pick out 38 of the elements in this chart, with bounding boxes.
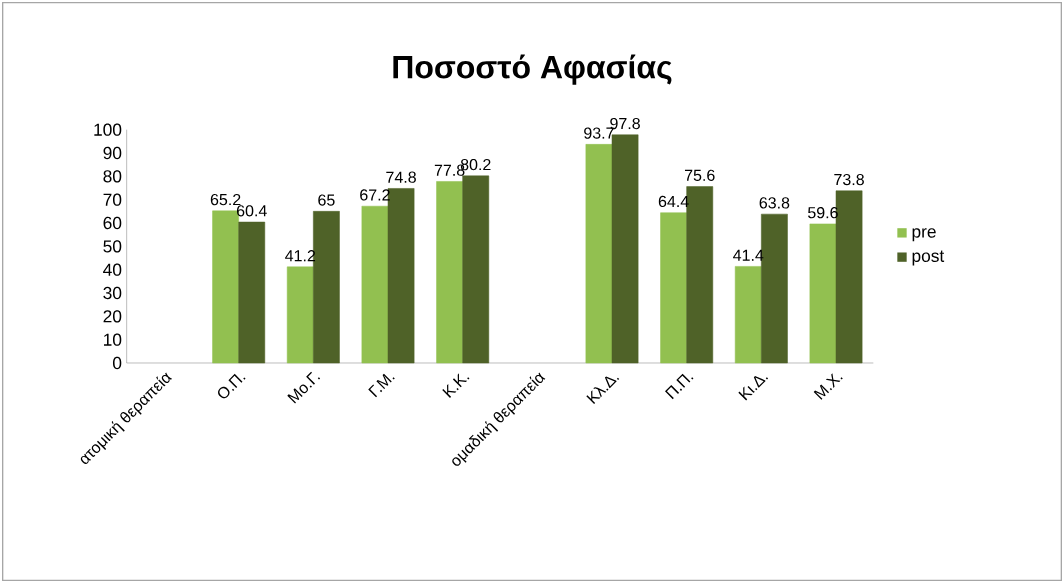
y-tick-label: 70 xyxy=(103,193,122,206)
data-label: 65 xyxy=(318,194,335,206)
data-label: 65.2 xyxy=(210,193,241,206)
x-tick-label: Π.Π. xyxy=(664,373,694,400)
bar xyxy=(809,223,837,364)
data-label: 75.6 xyxy=(684,169,715,181)
bar xyxy=(734,266,762,364)
y-tick-label: 100 xyxy=(94,123,122,136)
legend-label: post xyxy=(912,250,945,266)
bar xyxy=(436,181,463,364)
x-tick-label: Κ.Κ. xyxy=(442,373,470,398)
y-tick-label: 40 xyxy=(103,263,122,276)
x-tick-label: Ο.Π. xyxy=(218,373,246,399)
bar xyxy=(286,266,314,364)
y-tick-label: 90 xyxy=(103,146,122,160)
y-tick-label: 80 xyxy=(103,170,122,183)
bar xyxy=(238,221,266,364)
data-label: 73.8 xyxy=(834,173,864,186)
y-tick-label: 10 xyxy=(104,333,122,346)
y-tick-label: 60 xyxy=(103,216,122,230)
y-tick-label: 20 xyxy=(103,310,122,323)
bar xyxy=(313,211,340,364)
x-tick-label: Μ.Χ. xyxy=(813,373,843,400)
data-label: 74.8 xyxy=(386,171,416,183)
y-tick-label: 0 xyxy=(112,356,122,370)
bar xyxy=(361,205,389,364)
bar xyxy=(585,144,613,364)
x-tick-label: Κι.Δ. xyxy=(738,375,769,401)
bar xyxy=(212,210,239,364)
data-label: 63.8 xyxy=(759,197,790,209)
x-tick-label: Γ.Μ. xyxy=(368,373,395,398)
bar xyxy=(462,175,490,364)
data-label: 60.4 xyxy=(236,205,267,217)
y-tick-label: 50 xyxy=(103,240,122,253)
y-tick-label: 30 xyxy=(103,286,122,300)
bar xyxy=(660,212,687,364)
chart-title: Ποσοστό Αφασίας xyxy=(393,54,672,85)
legend-label: pre xyxy=(912,228,936,242)
